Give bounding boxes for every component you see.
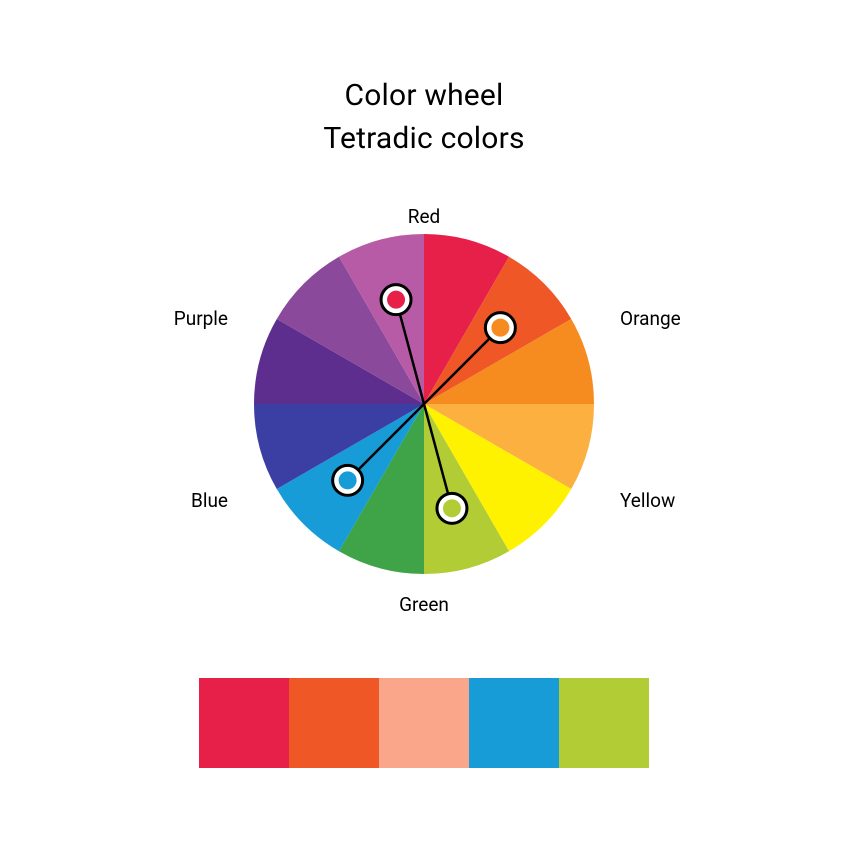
subtitle: Tetradic colors xyxy=(0,121,848,156)
palette-swatch-5 xyxy=(559,678,649,768)
swatch-bar xyxy=(199,678,649,768)
tetradic-marker xyxy=(437,493,467,523)
wheel-label-purple: Purple xyxy=(174,307,228,330)
title-group: Color wheel Tetradic colors xyxy=(0,78,848,156)
palette-swatch-1 xyxy=(199,678,289,768)
wheel-label-orange: Orange xyxy=(620,307,681,330)
palette-swatch-4 xyxy=(469,678,559,768)
wheel-label-yellow: Yellow xyxy=(620,489,675,512)
tetradic-marker xyxy=(485,313,515,343)
palette-swatch-2 xyxy=(289,678,379,768)
color-wheel xyxy=(224,204,624,604)
wheel-label-red: Red xyxy=(408,205,441,228)
wheel-wrap xyxy=(0,204,848,604)
palette-swatch-3 xyxy=(379,678,469,768)
wheel-label-green: Green xyxy=(399,593,449,616)
tetradic-marker xyxy=(333,465,363,495)
diagram-container: Color wheel Tetradic colors Red Orange Yel… xyxy=(0,0,848,848)
tetradic-marker xyxy=(381,285,411,315)
main-title: Color wheel xyxy=(0,78,848,113)
wheel-label-blue: Blue xyxy=(191,489,228,512)
